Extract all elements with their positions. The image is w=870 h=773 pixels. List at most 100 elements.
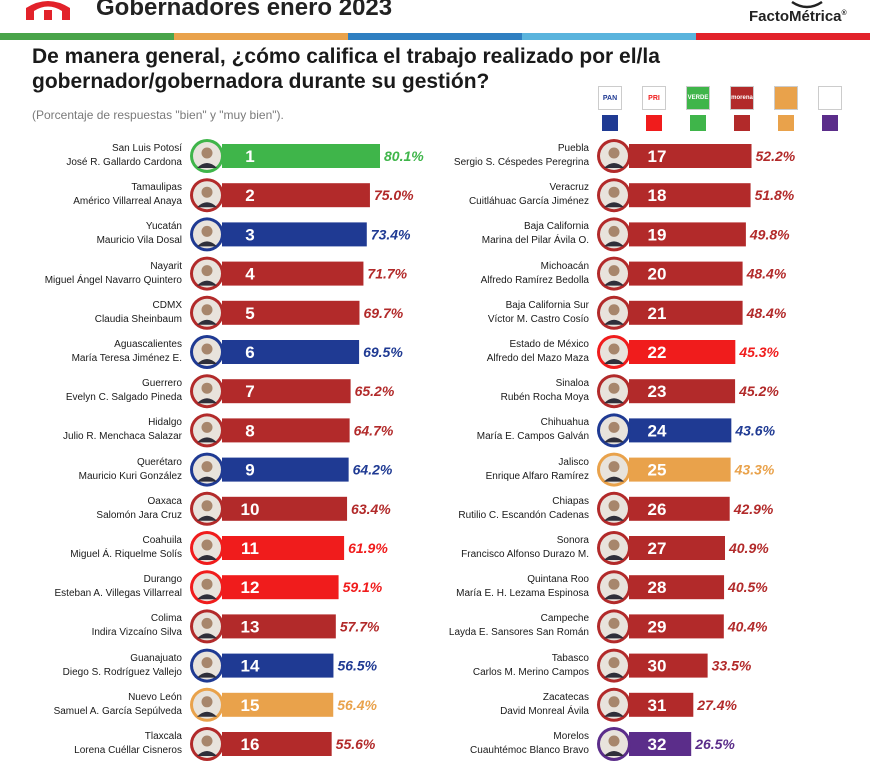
photo-ring <box>597 570 631 605</box>
governor-name: Cuauhtémoc Blanco Bravo <box>470 745 589 756</box>
governor-label: Guerrero Evelyn C. Salgado Pineda <box>66 377 182 405</box>
photo-head <box>608 500 620 512</box>
value-label: 43.6% <box>734 422 775 438</box>
governor-label: Durango Esteban A. Villegas Villarreal <box>55 573 183 601</box>
bar-row: 19 49.8% <box>597 217 790 252</box>
bar-row: 10 63.4% <box>190 491 391 526</box>
bar-row: 25 43.3% <box>597 452 775 487</box>
bar <box>629 732 692 756</box>
governor-label: Hidalgo Julio R. Menchaca Salazar <box>63 416 182 444</box>
photo-ring <box>190 335 224 369</box>
photo-shoulders <box>197 555 217 560</box>
mc-logo-icon <box>774 86 798 110</box>
photo-shoulders <box>197 751 217 756</box>
bar <box>629 379 736 404</box>
governor-name: Lorena Cuéllar Cisneros <box>74 745 182 756</box>
bar-row: 29 40.4% <box>597 609 768 644</box>
rank-label: 27 <box>648 539 667 558</box>
value-label: 40.9% <box>728 540 769 556</box>
photo-shoulders <box>604 476 624 482</box>
question-title: De manera general, ¿cómo califica el tra… <box>32 45 660 93</box>
bar <box>629 496 730 521</box>
note-text: (Porcentaje de respuestas "bien" y "muy … <box>32 108 284 122</box>
bar-row: 12 59.1% <box>190 570 383 605</box>
photo-ring <box>190 727 224 761</box>
photo-shoulders <box>604 515 624 521</box>
governor-name: Diego S. Rodríguez Vallejo <box>62 666 182 678</box>
state-name: Morelos <box>553 731 589 742</box>
governor-photo <box>600 416 628 445</box>
governor-name: Miguel Á. Riquelme Solís <box>70 549 182 560</box>
rank-label: 1 <box>245 147 254 166</box>
photo-head <box>201 421 213 433</box>
governor-name: Américo Villarreal Anaya <box>73 196 182 208</box>
state-name: Chihuahua <box>540 417 589 429</box>
state-name: Yucatán <box>145 221 182 233</box>
governor-photo <box>193 730 221 758</box>
state-name: Tamaulipas <box>131 182 182 194</box>
value-label: 55.6% <box>336 736 376 752</box>
value-label: 52.2% <box>756 148 796 164</box>
photo-shoulders <box>604 163 624 168</box>
governor-label: Chiapas Rutilio C. Escandón Cadenas <box>458 495 589 523</box>
stripe-segment <box>0 33 174 40</box>
rank-label: 31 <box>648 696 667 715</box>
governor-name: Julio R. Menchaca Salazar <box>63 431 182 443</box>
photo-shoulders <box>197 280 217 286</box>
photo-ring <box>597 217 631 252</box>
photo-shoulders <box>197 163 217 168</box>
governor-name: Layda E. Sansores San Román <box>448 627 589 639</box>
state-name: Coahuila <box>142 535 182 546</box>
bar-row: 24 43.6% <box>597 413 776 448</box>
legend-swatch <box>602 115 618 131</box>
bar-row: 16 55.6% <box>190 727 376 761</box>
photo-shoulders <box>197 398 217 404</box>
value-label: 69.7% <box>363 305 403 321</box>
state-name: Sinaloa <box>555 378 589 390</box>
state-name: Oaxaca <box>147 495 182 507</box>
bar-row: 5 69.7% <box>190 295 404 330</box>
state-name: Quintana Roo <box>527 574 589 586</box>
pri-logo-icon: PRI <box>642 86 666 110</box>
state-name: San Luis Potosí <box>111 143 182 154</box>
rank-label: 3 <box>245 225 254 244</box>
state-name: CDMX <box>152 299 182 311</box>
photo-head <box>201 186 213 198</box>
rank-label: 11 <box>241 539 259 558</box>
rank-label: 12 <box>241 578 260 597</box>
photo-ring <box>597 531 631 565</box>
value-label: 64.2% <box>353 462 393 478</box>
photo-ring <box>190 295 224 330</box>
state-name: Baja California Sur <box>505 299 589 311</box>
governor-photo <box>600 181 628 210</box>
bar-row: 11 61.9% <box>190 531 388 565</box>
state-name: Colima <box>150 613 182 625</box>
bar-row: 17 52.2% <box>597 139 796 173</box>
morena-logo-icon: morena <box>730 86 754 110</box>
photo-shoulders <box>197 202 217 208</box>
value-label: 42.9% <box>733 501 774 517</box>
photo-head <box>608 578 620 590</box>
bar <box>629 300 743 325</box>
governor-label: Coahuila Miguel Á. Riquelme Solís <box>70 534 182 562</box>
governor-name: Claudia Sheinbaum <box>94 313 182 325</box>
legend-swatch <box>734 115 750 131</box>
governor-name: Miguel Ángel Navarro Quintero <box>44 274 182 286</box>
photo-ring <box>597 609 631 644</box>
rank-label: 21 <box>648 304 667 323</box>
legend-item-pan: PAN <box>598 86 622 131</box>
value-label: 75.0% <box>374 187 414 203</box>
photo-head <box>201 225 213 237</box>
rank-label: 23 <box>648 382 667 401</box>
governor-name: Enrique Alfaro Ramírez <box>485 470 589 482</box>
governor-label: Quintana Roo María E. H. Lezama Espinosa <box>456 573 589 601</box>
photo-head <box>608 382 620 394</box>
photo-shoulders <box>197 241 217 247</box>
state-name: Campeche <box>540 613 589 625</box>
state-name: Tlaxcala <box>144 731 182 742</box>
governor-label: Zacatecas David Monreal Ávila <box>500 691 589 719</box>
governor-label: San Luis Potosí José R. Gallardo Cardona <box>66 142 182 170</box>
photo-shoulders <box>197 594 217 600</box>
photo-ring <box>190 648 224 683</box>
governor-label: Yucatán Mauricio Vila Dosal <box>97 220 182 248</box>
